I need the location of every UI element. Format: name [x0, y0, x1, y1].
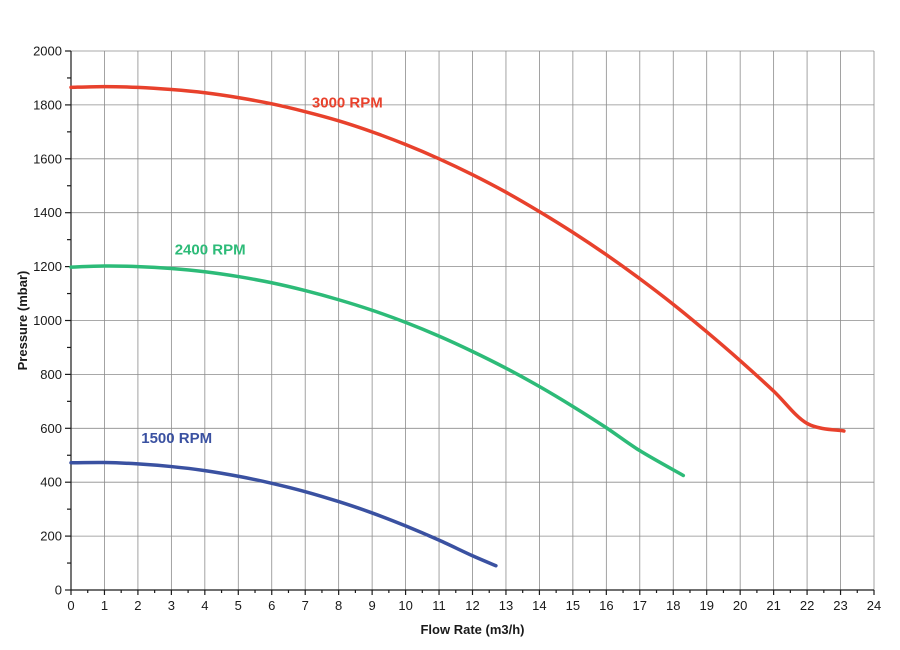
x-tick-label: 1 — [101, 598, 108, 613]
y-tick-label: 400 — [40, 475, 62, 490]
x-tick-label: 3 — [168, 598, 175, 613]
series-line-2400-rpm — [69, 264, 686, 478]
x-tick-label: 5 — [235, 598, 242, 613]
series-labels: 3000 RPM 2400 RPM 1500 RPM — [141, 95, 383, 448]
y-tick-label: 2000 — [33, 44, 62, 59]
y-tick-label: 1000 — [33, 313, 62, 328]
x-tick-label: 24 — [867, 598, 881, 613]
series-line-3000-rpm — [69, 84, 846, 433]
x-axis-title: Flow Rate (m3/h) — [420, 622, 524, 637]
x-tick-label: 14 — [532, 598, 546, 613]
x-tick-label: 19 — [699, 598, 713, 613]
x-tick-label: 12 — [465, 598, 479, 613]
x-tick-label: 6 — [268, 598, 275, 613]
x-tick-label: 0 — [67, 598, 74, 613]
series-label: 2400 RPM — [175, 241, 246, 258]
y-tick-label: 0 — [55, 583, 62, 598]
series-label: 3000 RPM — [312, 95, 383, 112]
series-line-1500-rpm — [69, 460, 498, 568]
x-tick-label: 4 — [201, 598, 208, 613]
x-tick-label: 8 — [335, 598, 342, 613]
x-tick-label: 2 — [134, 598, 141, 613]
x-tick-label: 22 — [800, 598, 814, 613]
grid — [71, 50, 875, 590]
x-tick-label: 16 — [599, 598, 613, 613]
x-tick-label: 20 — [733, 598, 747, 613]
x-tick-label: 9 — [369, 598, 376, 613]
y-tick-label: 200 — [40, 529, 62, 544]
x-tick-label: 18 — [666, 598, 680, 613]
x-tick-label: 23 — [833, 598, 847, 613]
axes: 0 1 2 3 4 5 6 7 8 9 10 11 12 13 14 15 16 17 18 19 20 21 22 23 24… — [33, 44, 881, 614]
y-axis-title: Pressure (mbar) — [15, 271, 30, 371]
x-tick-label: 7 — [302, 598, 309, 613]
x-tick-label: 15 — [566, 598, 580, 613]
x-tick-label: 17 — [633, 598, 647, 613]
x-tick-label: 21 — [766, 598, 780, 613]
series-label: 1500 RPM — [141, 430, 212, 447]
y-tick-label: 800 — [40, 367, 62, 382]
series-lines — [69, 84, 846, 568]
y-tick-label: 1800 — [33, 97, 62, 112]
x-tick-label: 10 — [398, 598, 412, 613]
y-tick-label: 600 — [40, 421, 62, 436]
y-tick-label: 1600 — [33, 151, 62, 166]
y-tick-label: 1400 — [33, 205, 62, 220]
x-tick-label: 11 — [432, 598, 446, 613]
y-tick-label: 1200 — [33, 259, 62, 274]
x-tick-label: 13 — [499, 598, 513, 613]
